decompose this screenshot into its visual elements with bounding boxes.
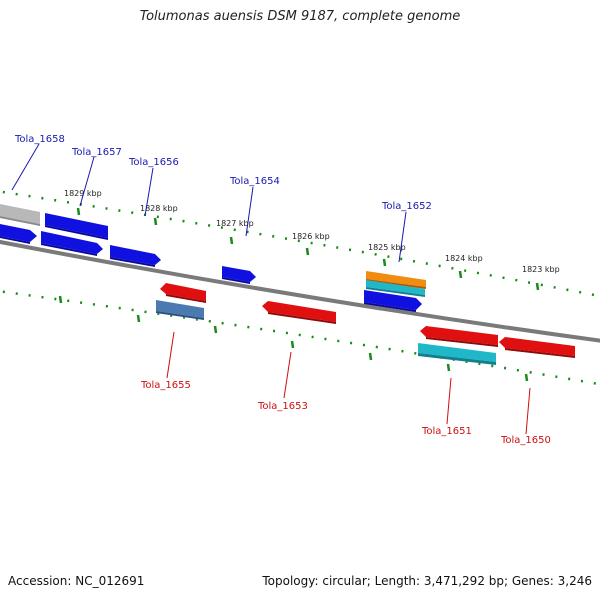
- gene-tola-1652-teal[interactable]: [366, 280, 425, 297]
- topology-text: Topology: circular; Length: 3,471,292 bp…: [262, 574, 592, 588]
- kbp-label-1826: 1826 kbp: [292, 232, 330, 241]
- kbp-label-1827: 1827 kbp: [216, 219, 254, 228]
- gene-label-tola-1656[interactable]: Tola_1656: [128, 157, 179, 168]
- gene-tola-1656[interactable]: [110, 245, 161, 267]
- gene-tola-1655-red[interactable]: [160, 283, 206, 303]
- gene-label-tola-1654[interactable]: Tola_1654: [229, 176, 280, 187]
- gene-tola-1650[interactable]: [499, 337, 575, 358]
- gene-tola-1657[interactable]: [45, 213, 108, 240]
- gene-tola-1651-red[interactable]: [420, 326, 498, 347]
- gene-label-tola-1655[interactable]: Tola_1655: [140, 380, 191, 391]
- gene-tola-1653[interactable]: [262, 301, 336, 324]
- gene-tola-1655-steel[interactable]: [156, 300, 204, 320]
- kbp-label-1823: 1823 kbp: [522, 265, 560, 274]
- accession-text: Accession: NC_012691: [8, 574, 145, 588]
- gene-label-tola-1658[interactable]: Tola_1658: [14, 134, 65, 145]
- kbp-label-1828: 1828 kbp: [140, 204, 178, 213]
- lower-major-ticks: [58, 295, 529, 382]
- lower-scale-track: [0, 290, 600, 386]
- gene-label-tola-1652[interactable]: Tola_1652: [381, 201, 432, 212]
- kbp-label-1824: 1824 kbp: [445, 254, 483, 263]
- gene-label-tola-1653[interactable]: Tola_1653: [257, 401, 308, 412]
- genome-backbone: [0, 239, 600, 343]
- kbp-label-1825: 1825 kbp: [368, 243, 406, 252]
- label-connectors: [11, 143, 531, 435]
- map-title: Tolumonas auensis DSM 9187, complete gen…: [139, 9, 461, 24]
- gene-label-tola-1650[interactable]: Tola_1650: [500, 435, 551, 446]
- gene-label-tola-1657[interactable]: Tola_1657: [71, 147, 122, 158]
- upper-major-ticks: [76, 207, 540, 291]
- gene-tola-1654[interactable]: [222, 266, 256, 284]
- gene-tola-1652-orange[interactable]: [366, 271, 426, 289]
- gene-forward-2[interactable]: [41, 231, 103, 256]
- gene-forward-left-edge[interactable]: [0, 223, 37, 244]
- gene-tola-1651-teal[interactable]: [418, 343, 496, 365]
- gene-label-tola-1651[interactable]: Tola_1651: [421, 426, 472, 437]
- gene-grey-forward[interactable]: [0, 203, 40, 226]
- kbp-label-1829: 1829 kbp: [64, 189, 102, 198]
- gene-tola-1652-blue[interactable]: [364, 290, 422, 312]
